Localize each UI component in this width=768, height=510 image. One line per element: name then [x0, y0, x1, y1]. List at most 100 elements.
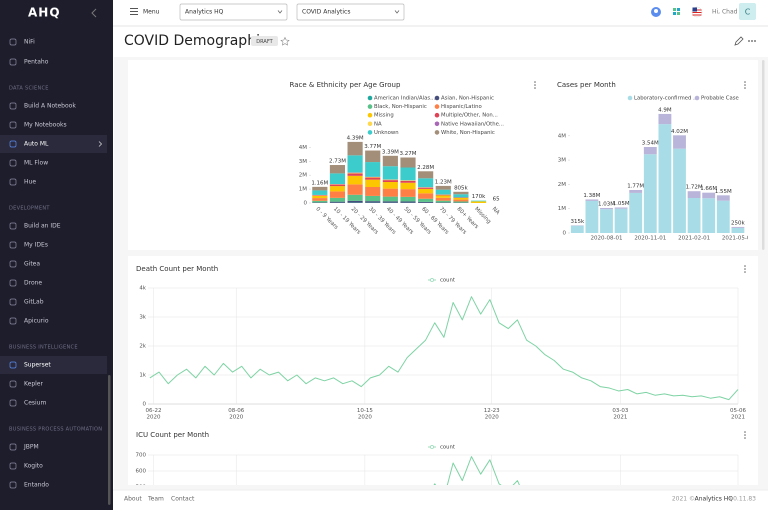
- chart-menu-dot[interactable]: [534, 87, 536, 89]
- bar-segment: [435, 200, 451, 203]
- chart-menu-dot[interactable]: [744, 437, 746, 439]
- nav-item[interactable]: Entando: [24, 482, 49, 489]
- footer-link[interactable]: About: [124, 496, 142, 503]
- bar-segment: [365, 201, 381, 203]
- bar-segment: [347, 184, 363, 195]
- legend-label[interactable]: Multiple/Other, Non...: [441, 113, 498, 119]
- nav-item[interactable]: GitLab: [24, 299, 44, 306]
- favorite-star[interactable]: [280, 36, 290, 46]
- bar-segment: [400, 180, 416, 183]
- legend-label[interactable]: Unknown: [374, 130, 399, 136]
- bar-total-label: 65: [493, 196, 500, 202]
- menu-button[interactable]: Menu: [130, 8, 160, 16]
- bar-segment: [418, 201, 434, 203]
- nav-item[interactable]: My Notebooks: [24, 122, 67, 129]
- collapse-icon[interactable]: [91, 8, 97, 18]
- nav-item[interactable]: Auto ML: [24, 141, 49, 148]
- nav-icon: [9, 279, 17, 287]
- chart-menu-dot[interactable]: [744, 271, 746, 273]
- apps-icon[interactable]: [673, 8, 680, 15]
- chart-menu-dot[interactable]: [744, 81, 746, 83]
- bar-total-label: 1.66M: [700, 186, 717, 192]
- bar-segment: [435, 189, 451, 195]
- chart-menu-dot[interactable]: [744, 434, 746, 436]
- legend-swatch[interactable]: [434, 104, 440, 109]
- dashboard-select[interactable]: [296, 3, 405, 21]
- bar-total-label: 4.02M: [671, 129, 688, 135]
- nav-item[interactable]: Kepler: [24, 381, 43, 388]
- sidebar-scrollbar[interactable]: [108, 375, 111, 505]
- chart-menu-dot[interactable]: [744, 268, 746, 270]
- nav-item[interactable]: Hue: [24, 179, 36, 186]
- legend-label[interactable]: Hispanic/Latino: [441, 104, 482, 110]
- language-flag[interactable]: [691, 6, 703, 18]
- legend-label[interactable]: White, Non-Hispanic: [441, 130, 495, 136]
- nav-item[interactable]: JBPM: [23, 444, 39, 451]
- legend-swatch[interactable]: [367, 95, 373, 101]
- nav-item[interactable]: Drone: [24, 280, 42, 287]
- legend-label[interactable]: NA: [374, 121, 382, 127]
- legend-label[interactable]: count: [440, 445, 455, 451]
- edit-icon[interactable]: [734, 36, 744, 46]
- legend-swatch[interactable]: [367, 130, 373, 135]
- user-avatar[interactable]: [739, 3, 756, 20]
- footer-link[interactable]: Contact: [171, 496, 195, 503]
- y-tick-label: 1M: [558, 206, 566, 212]
- nav-item[interactable]: NiFi: [24, 39, 35, 46]
- chart-menu-dot[interactable]: [744, 87, 746, 89]
- nav-item[interactable]: My IDEs: [24, 242, 48, 249]
- legend-label[interactable]: count: [440, 278, 455, 284]
- bar-total-label: 1.77M: [627, 183, 644, 189]
- bar-total-label: 3.77M: [364, 144, 381, 150]
- chart-menu-dot[interactable]: [744, 84, 746, 86]
- bar-segment: [702, 192, 716, 199]
- legend-swatch[interactable]: [627, 95, 633, 101]
- chart-menu-dot[interactable]: [534, 81, 536, 83]
- nav-item[interactable]: Pentaho: [24, 59, 49, 66]
- nav-item[interactable]: Build an IDE: [24, 223, 61, 230]
- nav-item[interactable]: Superset: [24, 362, 51, 369]
- bar-total-label: 1.03M: [598, 201, 615, 207]
- legend-swatch[interactable]: [434, 95, 440, 101]
- legend-swatch[interactable]: [434, 121, 440, 127]
- bar-segment: [418, 188, 434, 194]
- workspace-select[interactable]: [179, 3, 288, 21]
- legend-label[interactable]: Black, Non-Hispanic: [374, 104, 427, 110]
- content-scrollbar[interactable]: [762, 60, 765, 250]
- legend-swatch[interactable]: [434, 130, 440, 135]
- bar-segment: [702, 198, 716, 233]
- nav-item[interactable]: ML Flow: [24, 160, 48, 167]
- bar-segment: [614, 208, 628, 233]
- legend-label[interactable]: Laboratory-confirmed ...: [634, 96, 698, 102]
- nav-item[interactable]: Cesium: [24, 400, 46, 407]
- more-actions[interactable]: [748, 40, 756, 42]
- menu-icon: [130, 8, 138, 15]
- nav-icon: [9, 443, 17, 451]
- nav-icon: [9, 361, 17, 369]
- legend-label[interactable]: Asian, Non-Hispanic: [441, 96, 494, 102]
- nav-item[interactable]: Gitea: [24, 261, 40, 268]
- footer-version: v0.11.83: [730, 496, 757, 503]
- chart-menu-dot[interactable]: [744, 265, 746, 267]
- bar-total-label: 1.16M: [311, 180, 328, 186]
- legend-swatch[interactable]: [367, 121, 373, 127]
- nav-item[interactable]: Build A Notebook: [24, 103, 76, 110]
- legend-label[interactable]: American Indian/Alas...: [374, 96, 435, 102]
- nav-icon: [9, 380, 17, 388]
- legend-swatch-dot: [430, 278, 434, 282]
- legend-swatch[interactable]: [367, 104, 373, 109]
- legend-swatch[interactable]: [434, 112, 440, 118]
- legend-swatch[interactable]: [367, 112, 373, 118]
- nav-section-title: BUSINESS PROCESS AUTOMATION: [9, 427, 102, 433]
- chart-menu-dot[interactable]: [534, 84, 536, 86]
- legend-label[interactable]: Missing: [374, 113, 394, 119]
- legend-label[interactable]: Native Hawaiian/Othe...: [441, 121, 504, 127]
- nav-item[interactable]: Apicurio: [24, 318, 49, 325]
- legend-label[interactable]: Probable Case: [701, 96, 739, 102]
- bar-segment: [643, 154, 657, 233]
- footer-link[interactable]: Team: [147, 496, 164, 503]
- bar-total-label: 3.39M: [382, 149, 399, 155]
- nav-item[interactable]: Kogito: [24, 463, 43, 470]
- chart-menu-dot[interactable]: [744, 431, 746, 433]
- legend-swatch[interactable]: [694, 95, 700, 101]
